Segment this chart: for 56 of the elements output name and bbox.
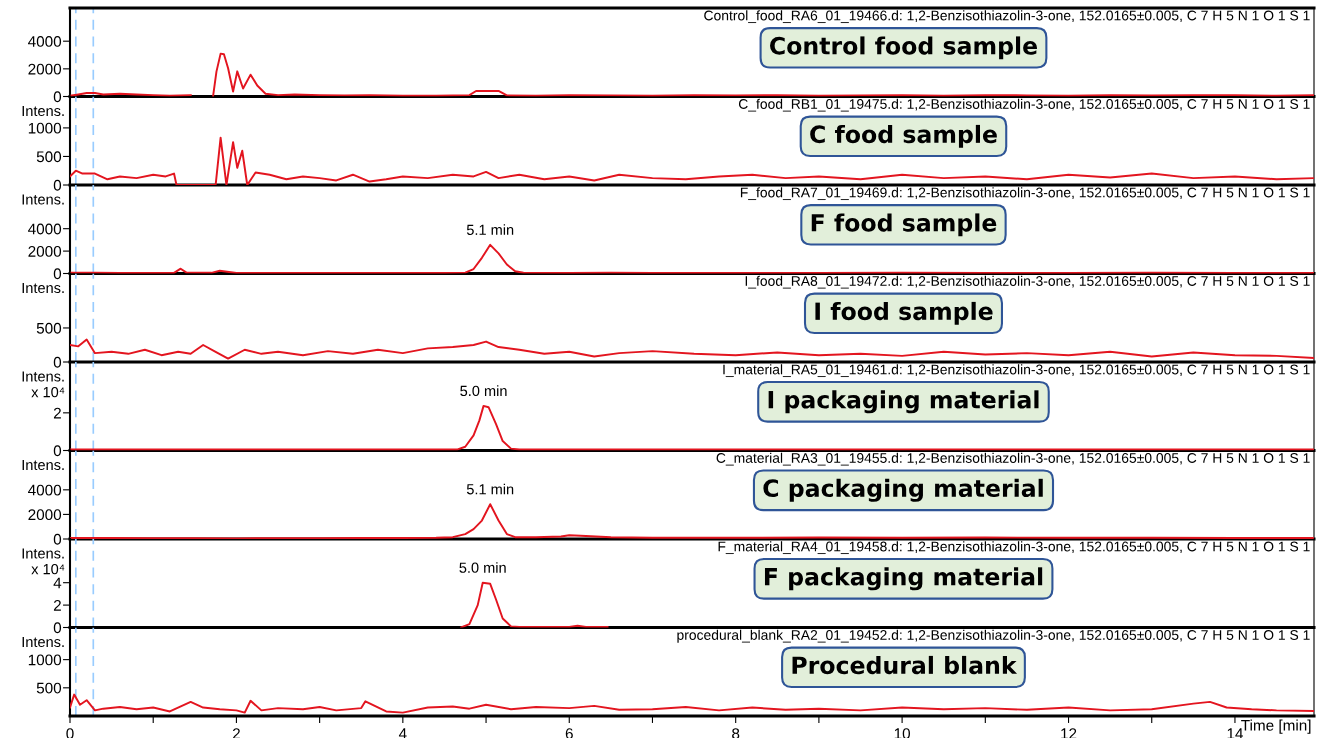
y-axis-title: Intens. xyxy=(22,636,64,648)
annotation: I packaging material xyxy=(768,390,1039,414)
y-tick-label: 0 xyxy=(53,533,62,545)
y-tick-label: 0 xyxy=(53,91,62,103)
chart-title: I_material_RA5_01_19461.d: 1,2-Benzisothiazolin-3-one, 152.0165±0.005, C 7 H 5 N 1 O 1 S 1 xyxy=(723,364,1310,378)
y-tick-label: 4000 xyxy=(28,36,62,47)
x-tick-label: 2 xyxy=(232,728,240,738)
chart-title: I_food_RA8_01_19472.d: 1,2-Benzisothiazolin-3-one, 152.0165±0.005, C 7 H 5 N 1 O 1 S 1 xyxy=(745,275,1310,289)
x-axis-title: Time [min] xyxy=(1241,719,1311,734)
y-tick-label: 1000 xyxy=(28,122,62,134)
chart-title: procedural_blank_RA2_01_19452.d: 1,2-Benzisothiazolin-3-one, 152.0165±0.005, C 7 H 5 N 1 O 1 S 1 xyxy=(677,629,1310,643)
y-tick-label: 2000 xyxy=(28,63,62,75)
y-tick-label: 0 xyxy=(53,268,62,280)
y-axis-title: Intens. x 10⁴ xyxy=(22,371,65,398)
annotation: C packaging material xyxy=(763,478,1043,502)
y-tick-label: 0 xyxy=(53,179,62,191)
y-axis-title: Intens. xyxy=(22,105,64,117)
y-tick-label: 2 xyxy=(53,599,61,611)
y-tick-label: 0 xyxy=(53,445,62,457)
line-series xyxy=(460,581,609,628)
y-axis-title: Intens. xyxy=(22,194,64,205)
annotation: 5.1 min xyxy=(466,483,514,495)
chart-title: Control_food_RA6_01_19466.d: 1,2-Benzisothiazolin-3-one, 152.0165±0.005, C 7 H 5 N 1 O 1 S 1 xyxy=(704,10,1310,24)
y-tick-label: 2000 xyxy=(28,509,62,521)
annotation: 5.1 min xyxy=(466,224,514,235)
y-axis-title: Intens. x 10⁴ xyxy=(22,548,65,575)
y-tick-label: 0 xyxy=(53,622,62,634)
annotation: F packaging material xyxy=(764,567,1043,591)
line-series xyxy=(70,338,1314,360)
y-tick-label: 0 xyxy=(53,356,62,368)
x-tick-label: 4 xyxy=(398,728,407,738)
annotation: 5.0 min xyxy=(459,562,506,573)
annotation: 5.0 min xyxy=(460,385,507,397)
x-tick-label: 14 xyxy=(1227,728,1243,738)
y-tick-label: 4 xyxy=(53,577,62,589)
y-axis-title: Intens. xyxy=(22,282,64,294)
chart-title: C_material_RA3_01_19455.d: 1,2-Benzisothiazolin-3-one, 152.0165±0.005, C 7 H 5 N 1 O 1 S 1 xyxy=(716,452,1310,466)
annotation: I food sample xyxy=(815,301,993,325)
annotation: F food sample xyxy=(811,213,997,237)
y-tick-label: 2000 xyxy=(28,245,62,257)
y-tick-label: 500 xyxy=(36,322,62,334)
y-tick-label: 4000 xyxy=(28,223,62,235)
y-tick-label: 4000 xyxy=(28,484,62,496)
x-tick-label: 12 xyxy=(1061,728,1077,738)
y-tick-label: 2 xyxy=(53,407,61,419)
annotation: C food sample xyxy=(810,124,997,148)
annotation: Procedural blank xyxy=(792,655,1018,675)
y-tick-label: 500 xyxy=(36,682,62,694)
annotation: Control food sample xyxy=(770,36,1037,60)
chart-title: C_food_RB1_01_19475.d: 1,2-Benzisothiazolin-3-one, 152.0165±0.005, C 7 H 5 N 1 O 1 S 1 xyxy=(738,98,1310,112)
chart-title: F_food_RA7_01_19469.d: 1,2-Benzisothiazolin-3-one, 152.0165±0.005, C 7 H 5 N 1 O 1 S 1 xyxy=(740,187,1310,201)
y-tick-label: 500 xyxy=(36,151,62,163)
chart-title: F_material_RA4_01_19458.d: 1,2-Benzisothiazolin-3-one, 152.0165±0.005, C 7 H 5 N 1 O 1 S 1 xyxy=(718,541,1310,555)
line-series xyxy=(70,693,1314,714)
y-tick-label: 1000 xyxy=(28,654,62,666)
y-axis-title: Intens. xyxy=(22,459,64,471)
